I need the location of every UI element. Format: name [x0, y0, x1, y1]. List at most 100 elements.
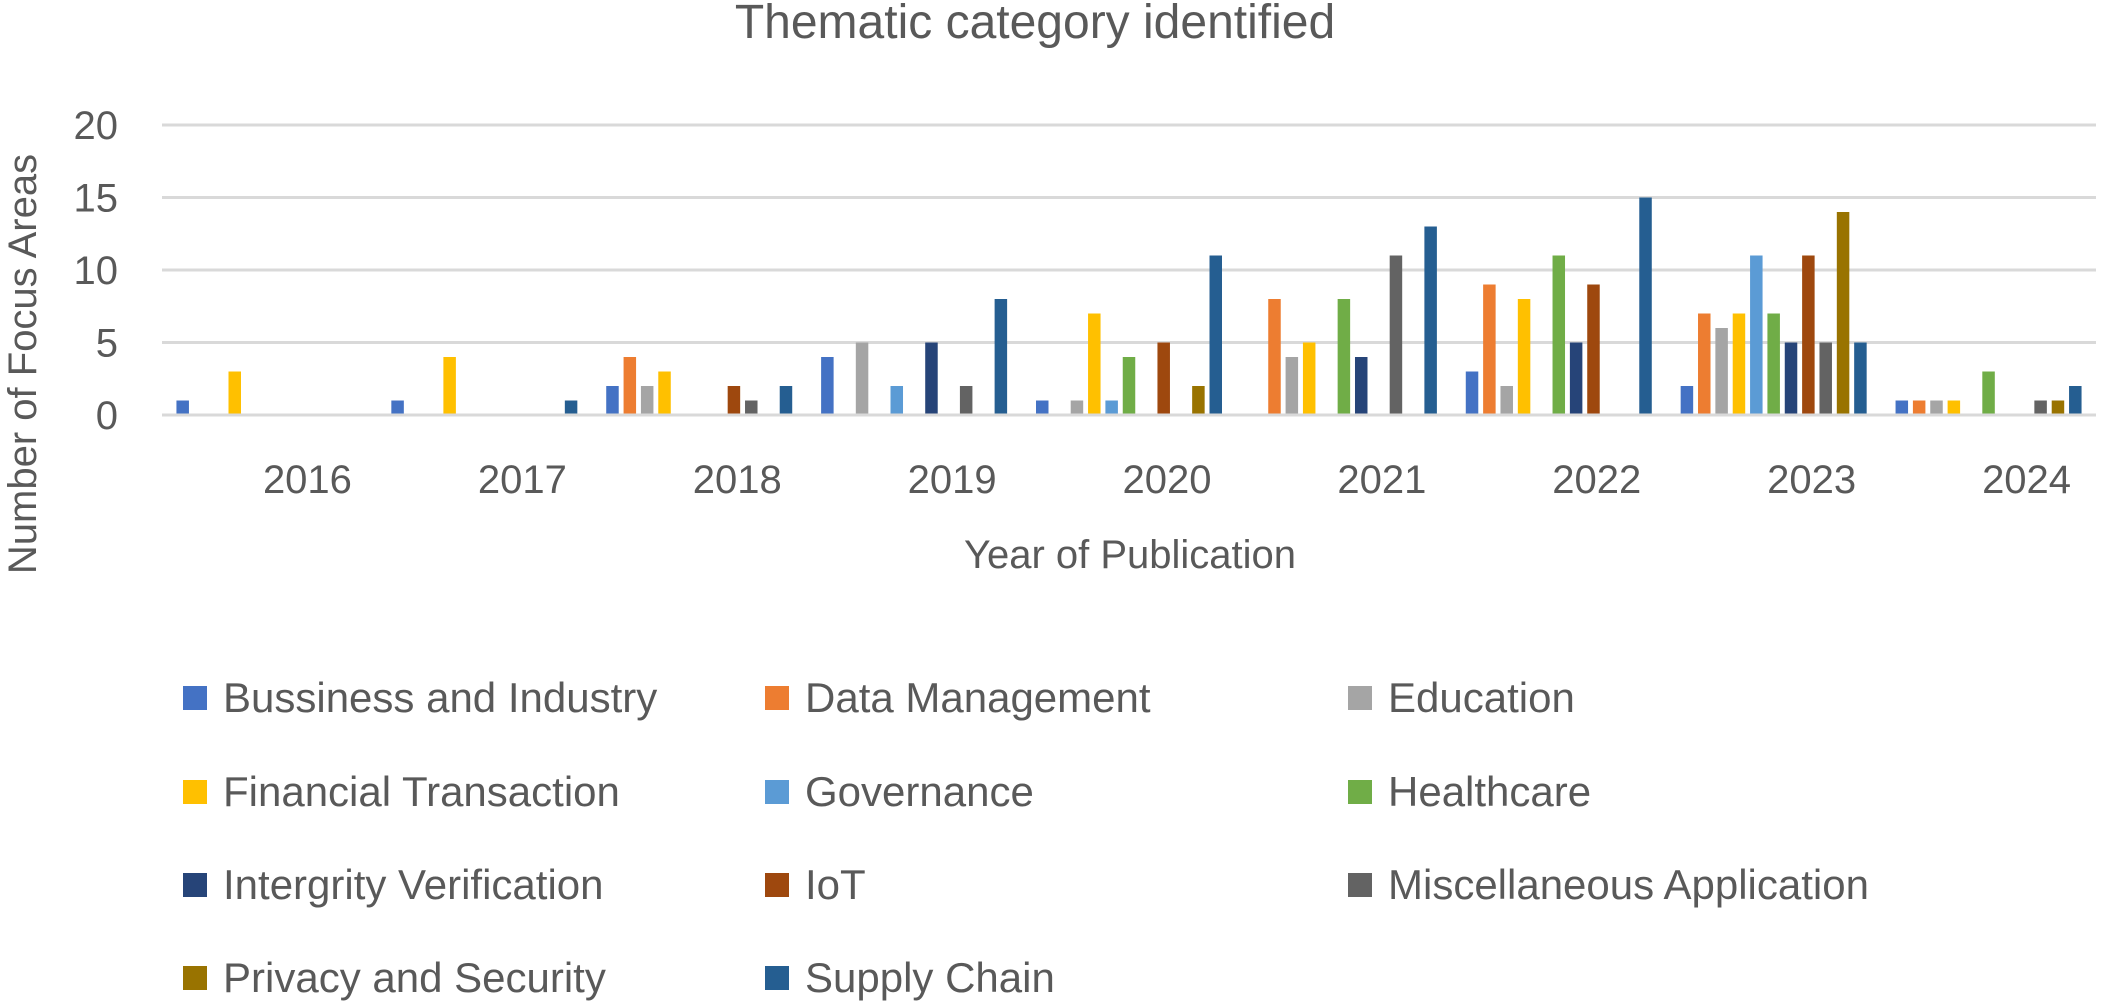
legend-swatch	[183, 873, 207, 897]
legend-label: Privacy and Security	[223, 954, 606, 1001]
legend-label: Miscellaneous Application	[1388, 861, 1869, 908]
bar-2016-bussiness-and-industry	[176, 400, 189, 415]
bar-2022-financial-transaction	[1517, 299, 1531, 415]
bar-2020-iot	[1157, 342, 1170, 415]
bar-2018-iot	[727, 386, 741, 415]
bar-2019-governance	[890, 386, 904, 415]
bar-2023-healthcare	[1767, 313, 1780, 415]
y-tick-label: 15	[74, 177, 119, 221]
y-tick-label: 10	[74, 249, 119, 293]
bar-2021-miscellaneous-application	[1389, 255, 1403, 415]
bar-2023-education	[1715, 328, 1728, 415]
bar-2017-financial-transaction	[443, 357, 456, 415]
bar-2022-education	[1500, 386, 1513, 415]
bar-2020-bussiness-and-industry	[1036, 400, 1049, 415]
bar-2021-financial-transaction	[1302, 342, 1316, 415]
bar-2024-supply-chain	[2069, 386, 2082, 415]
bar-2024-privacy-and-security	[2051, 400, 2065, 415]
bar-2024-healthcare	[1982, 371, 1995, 415]
bar-2020-governance	[1105, 400, 1118, 415]
legend-label: Education	[1388, 674, 1575, 721]
legend-swatch	[183, 780, 207, 804]
y-tick-label: 0	[96, 394, 118, 438]
bar-2022-data-management	[1483, 284, 1496, 415]
bar-2018-supply-chain	[779, 386, 793, 415]
bar-2021-intergrity-verification	[1354, 357, 1368, 415]
legend-swatch	[183, 966, 207, 990]
bar-2018-miscellaneous-application	[745, 400, 758, 415]
x-tick-label: 2018	[693, 458, 782, 502]
legend-swatch	[765, 686, 789, 710]
legend-label: Healthcare	[1388, 768, 1591, 815]
bar-2022-supply-chain	[1639, 197, 1652, 415]
bar-2024-data-management	[1912, 400, 1926, 415]
bar-2019-education	[855, 342, 869, 415]
x-tick-label: 2023	[1767, 458, 1856, 502]
bar-2023-supply-chain	[1854, 342, 1867, 415]
legend-swatch	[1348, 873, 1372, 897]
legend-swatch	[1348, 686, 1372, 710]
bar-2020-financial-transaction	[1088, 313, 1101, 415]
x-tick-label: 2020	[1123, 458, 1212, 502]
legend-label: Bussiness and Industry	[223, 674, 657, 721]
legend-label: Data Management	[805, 674, 1151, 721]
bar-2024-miscellaneous-application	[2034, 400, 2047, 415]
bar-2018-data-management	[623, 357, 637, 415]
bar-2023-governance	[1750, 255, 1763, 415]
bar-2020-privacy-and-security	[1192, 386, 1205, 415]
bar-2019-supply-chain	[994, 299, 1008, 415]
chart-title: Thematic category identified	[735, 0, 1335, 49]
bar-2021-healthcare	[1337, 299, 1351, 415]
bar-2020-healthcare	[1122, 357, 1136, 415]
x-tick-label: 2024	[1982, 458, 2071, 502]
bar-2022-bussiness-and-industry	[1465, 371, 1479, 415]
bar-2024-financial-transaction	[1947, 400, 1961, 415]
bar-2020-supply-chain	[1209, 255, 1222, 415]
x-tick-label: 2016	[263, 458, 352, 502]
bar-2023-iot	[1802, 255, 1815, 415]
bar-2019-intergrity-verification	[925, 342, 938, 415]
legend-swatch	[765, 966, 789, 990]
legend: Bussiness and Industry Data Management Edu…	[183, 674, 1869, 1001]
bar-2024-education	[1930, 400, 1943, 415]
legend-swatch	[1348, 780, 1372, 804]
legend-swatch	[765, 873, 789, 897]
x-tick-label: 2022	[1552, 458, 1641, 502]
bar-2023-financial-transaction	[1732, 313, 1746, 415]
legend-label: Governance	[805, 768, 1034, 815]
bar-2021-data-management	[1268, 299, 1281, 415]
bar-2023-privacy-and-security	[1836, 212, 1850, 415]
bar-2018-education	[640, 386, 654, 415]
bar-2024-bussiness-and-industry	[1895, 400, 1909, 415]
bar-2022-healthcare	[1552, 255, 1566, 415]
bar-2021-education	[1285, 357, 1299, 415]
x-tick-label: 2019	[908, 458, 997, 502]
legend-label: IoT	[805, 861, 866, 908]
legend-label: Intergrity Verification	[223, 861, 604, 908]
bar-2020-education	[1070, 400, 1084, 415]
bars	[176, 197, 2082, 415]
bar-2018-bussiness-and-industry	[606, 386, 619, 415]
bar-2023-miscellaneous-application	[1819, 342, 1832, 415]
bar-2023-bussiness-and-industry	[1680, 386, 1694, 415]
bar-2019-bussiness-and-industry	[821, 357, 834, 415]
bar-2023-intergrity-verification	[1784, 342, 1798, 415]
bar-2021-supply-chain	[1424, 226, 1437, 415]
legend-label: Supply Chain	[805, 954, 1055, 1001]
bar-2022-intergrity-verification	[1569, 342, 1583, 415]
y-tick-label: 20	[74, 104, 119, 148]
legend-swatch	[183, 686, 207, 710]
x-tick-label: 2017	[478, 458, 567, 502]
bar-2019-miscellaneous-application	[959, 386, 973, 415]
x-axis-title: Year of Publication	[964, 533, 1296, 577]
legend-label: Financial Transaction	[223, 768, 620, 815]
bar-2022-iot	[1587, 284, 1600, 415]
legend-swatch	[765, 780, 789, 804]
y-axis-ticks: 0 5 10 15 20	[74, 104, 119, 438]
bar-2023-data-management	[1698, 313, 1711, 415]
bar-2017-supply-chain	[564, 400, 578, 415]
bar-2018-financial-transaction	[658, 371, 671, 415]
x-tick-label: 2021	[1337, 458, 1426, 502]
bar-2016-financial-transaction	[228, 371, 241, 415]
bar-2017-bussiness-and-industry	[391, 400, 404, 415]
